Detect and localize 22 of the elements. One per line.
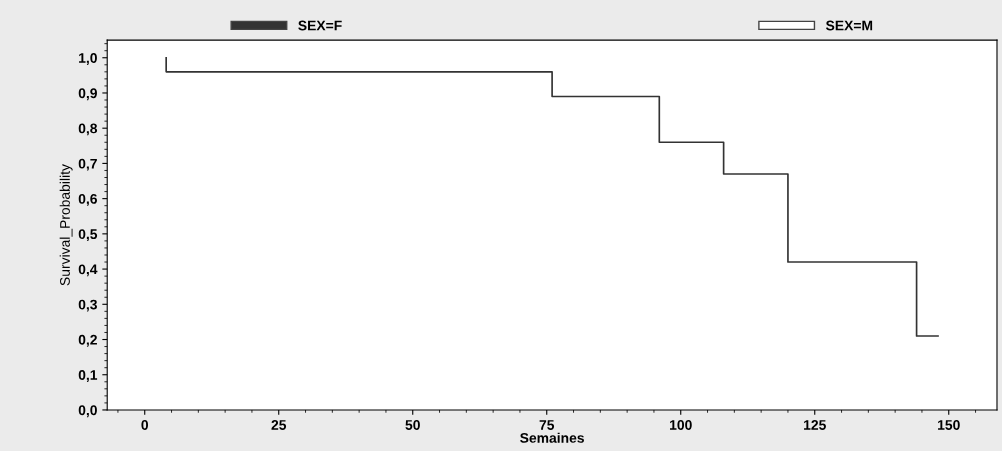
y-tick-label: 0,0	[78, 405, 97, 418]
y-tick-label: 0,6	[78, 193, 97, 206]
x-tick-label: 25	[271, 420, 287, 430]
y-tick-label: 0,3	[78, 299, 97, 312]
y-tick-label: 0,7	[78, 158, 97, 171]
y-tick-label: 0,9	[78, 88, 97, 101]
x-tick-label: 50	[405, 420, 420, 430]
x-tick-label: 0	[141, 420, 149, 430]
x-tick-label: 150	[938, 420, 960, 430]
y-tick-label: 1,0	[79, 53, 97, 65]
legend-label: SEX=M	[825, 20, 873, 31]
x-tick-label: 75	[539, 420, 555, 430]
x-tick-label: 125	[804, 420, 826, 430]
y-tick-label: 0,4	[78, 264, 98, 277]
y-tick-label: 0,1	[78, 370, 98, 382]
y-tick-label: 0,2	[78, 334, 97, 347]
x-tick-label: 100	[670, 420, 692, 430]
y-axis-title: Survival_Probability	[59, 164, 73, 286]
legend-label: SEX=F	[298, 20, 342, 31]
y-tick-label: 0,8	[78, 123, 98, 136]
x-axis-title: Semaines	[520, 432, 584, 443]
y-tick-label: 0,5	[78, 229, 98, 242]
